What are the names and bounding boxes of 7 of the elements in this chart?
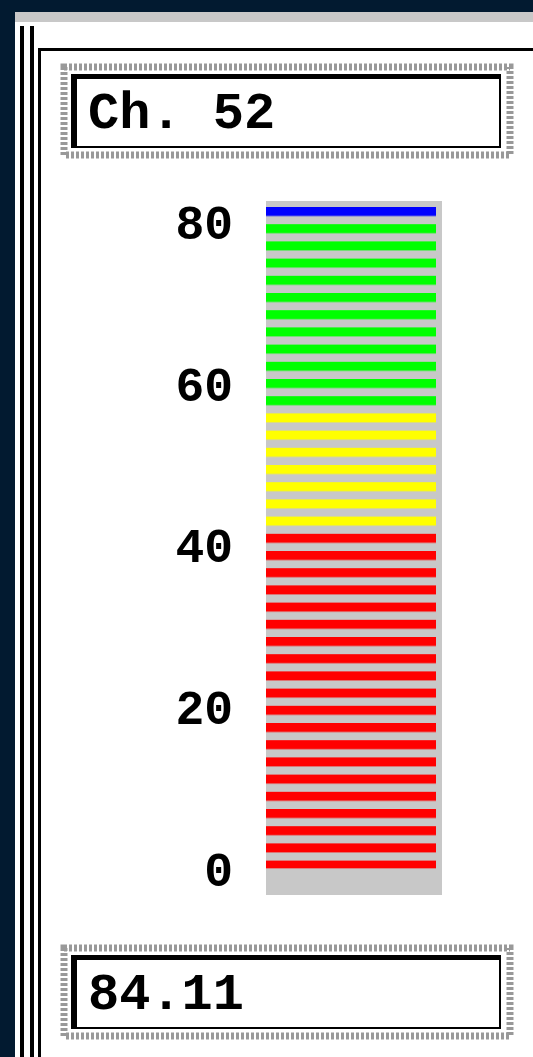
y-tick-label: 40 [175,522,233,577]
y-tick-label: 20 [175,684,233,739]
text: 84.11 [88,966,245,1025]
y-tick-label: 60 [175,360,233,415]
y-tick-label: 80 [175,199,233,254]
y-tick-label: 0 [204,845,233,900]
chart-title: Ch. 52 [88,85,276,144]
